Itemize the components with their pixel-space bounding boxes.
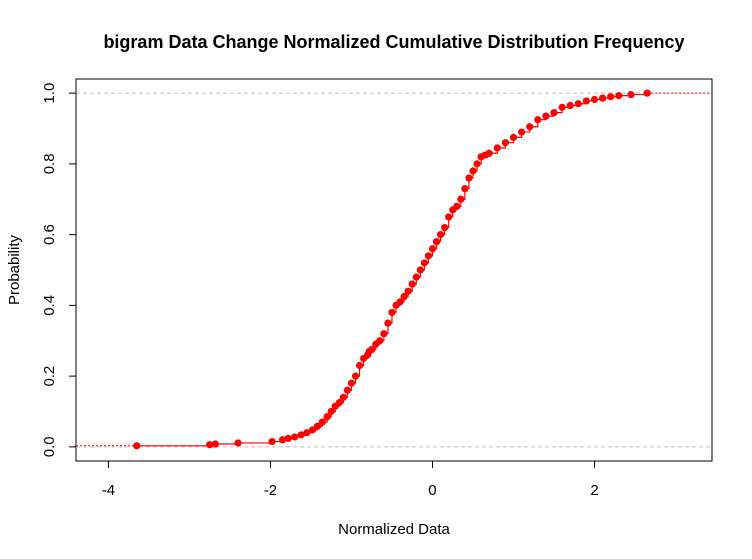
data-point [206, 441, 214, 449]
data-point [461, 185, 469, 193]
data-point [400, 292, 408, 301]
data-point [412, 273, 420, 281]
data-point [607, 93, 615, 101]
x-tick-label: -4 [102, 482, 115, 499]
y-tick-label: 0.6 [41, 224, 58, 245]
data-point [335, 399, 343, 407]
y-tick-label: 1.0 [41, 83, 58, 104]
data-point [347, 379, 356, 387]
data-point [343, 386, 352, 394]
x-axis-label: Normalized Data [338, 521, 450, 538]
data-point [297, 431, 305, 439]
data-point [318, 418, 326, 426]
data-point [211, 440, 219, 448]
data-point [327, 407, 335, 416]
x-axis: -4 -2 0 2 [102, 460, 599, 499]
data-point [291, 433, 299, 441]
data-point [323, 413, 331, 421]
data-point [534, 116, 542, 124]
plot-area-frame [75, 78, 713, 462]
data-point [590, 95, 599, 104]
data-point [453, 202, 461, 210]
data-point [313, 422, 322, 430]
data-point [469, 167, 477, 175]
y-axis: 0.0 0.2 0.4 0.6 0.8 1.0 [41, 83, 77, 457]
data-point [351, 372, 360, 380]
x-tick-label: -2 [264, 482, 277, 499]
data-point [445, 213, 453, 221]
data-point [420, 259, 428, 267]
data-point [284, 434, 292, 442]
data-point [441, 223, 449, 232]
data-point [404, 287, 412, 295]
x-tick-label: 0 [428, 482, 436, 499]
data-point [436, 231, 445, 239]
data-point [268, 437, 276, 446]
data-point [615, 92, 623, 100]
data-point [384, 319, 392, 327]
data-point [627, 90, 635, 99]
data-point [457, 195, 465, 203]
data-point [432, 238, 441, 246]
data-point [303, 429, 311, 437]
data-point [501, 139, 510, 147]
series-line-group [76, 92, 712, 447]
reference-lines [76, 92, 712, 448]
data-point [339, 393, 347, 401]
data-point [473, 160, 481, 168]
data-point [234, 439, 242, 447]
y-tick-label: 0.0 [41, 436, 58, 457]
chart-title: bigram Data Change Normalized Cumulative… [103, 32, 684, 52]
data-point [408, 280, 416, 288]
data-point [599, 94, 607, 102]
cdf-step-line [136, 93, 648, 447]
y-tick-label: 0.8 [41, 153, 58, 174]
data-point [643, 89, 651, 97]
data-point [424, 252, 433, 260]
data-point [396, 298, 404, 306]
data-point [428, 245, 437, 253]
y-tick-label: 0.4 [41, 295, 58, 316]
x-tick-label: 2 [590, 482, 598, 499]
data-point [388, 308, 396, 317]
data-point [133, 442, 141, 450]
data-point [574, 100, 582, 108]
data-point [368, 345, 376, 354]
data-point [493, 144, 501, 152]
data-point [465, 174, 473, 182]
data-point [355, 361, 364, 370]
data-point [380, 330, 388, 338]
data-point [542, 112, 550, 120]
data-point [509, 133, 518, 141]
y-tick-label: 0.2 [41, 366, 58, 387]
data-point [518, 128, 526, 136]
data-point [566, 101, 574, 110]
data-point [278, 436, 287, 444]
data-point [376, 337, 384, 345]
data-point [526, 123, 534, 131]
series-points-group [133, 89, 651, 450]
data-point [485, 149, 493, 157]
data-point [550, 109, 558, 117]
y-axis-label: Probability [6, 234, 23, 305]
data-point [416, 266, 424, 274]
data-point [582, 97, 591, 105]
data-point [558, 103, 566, 111]
